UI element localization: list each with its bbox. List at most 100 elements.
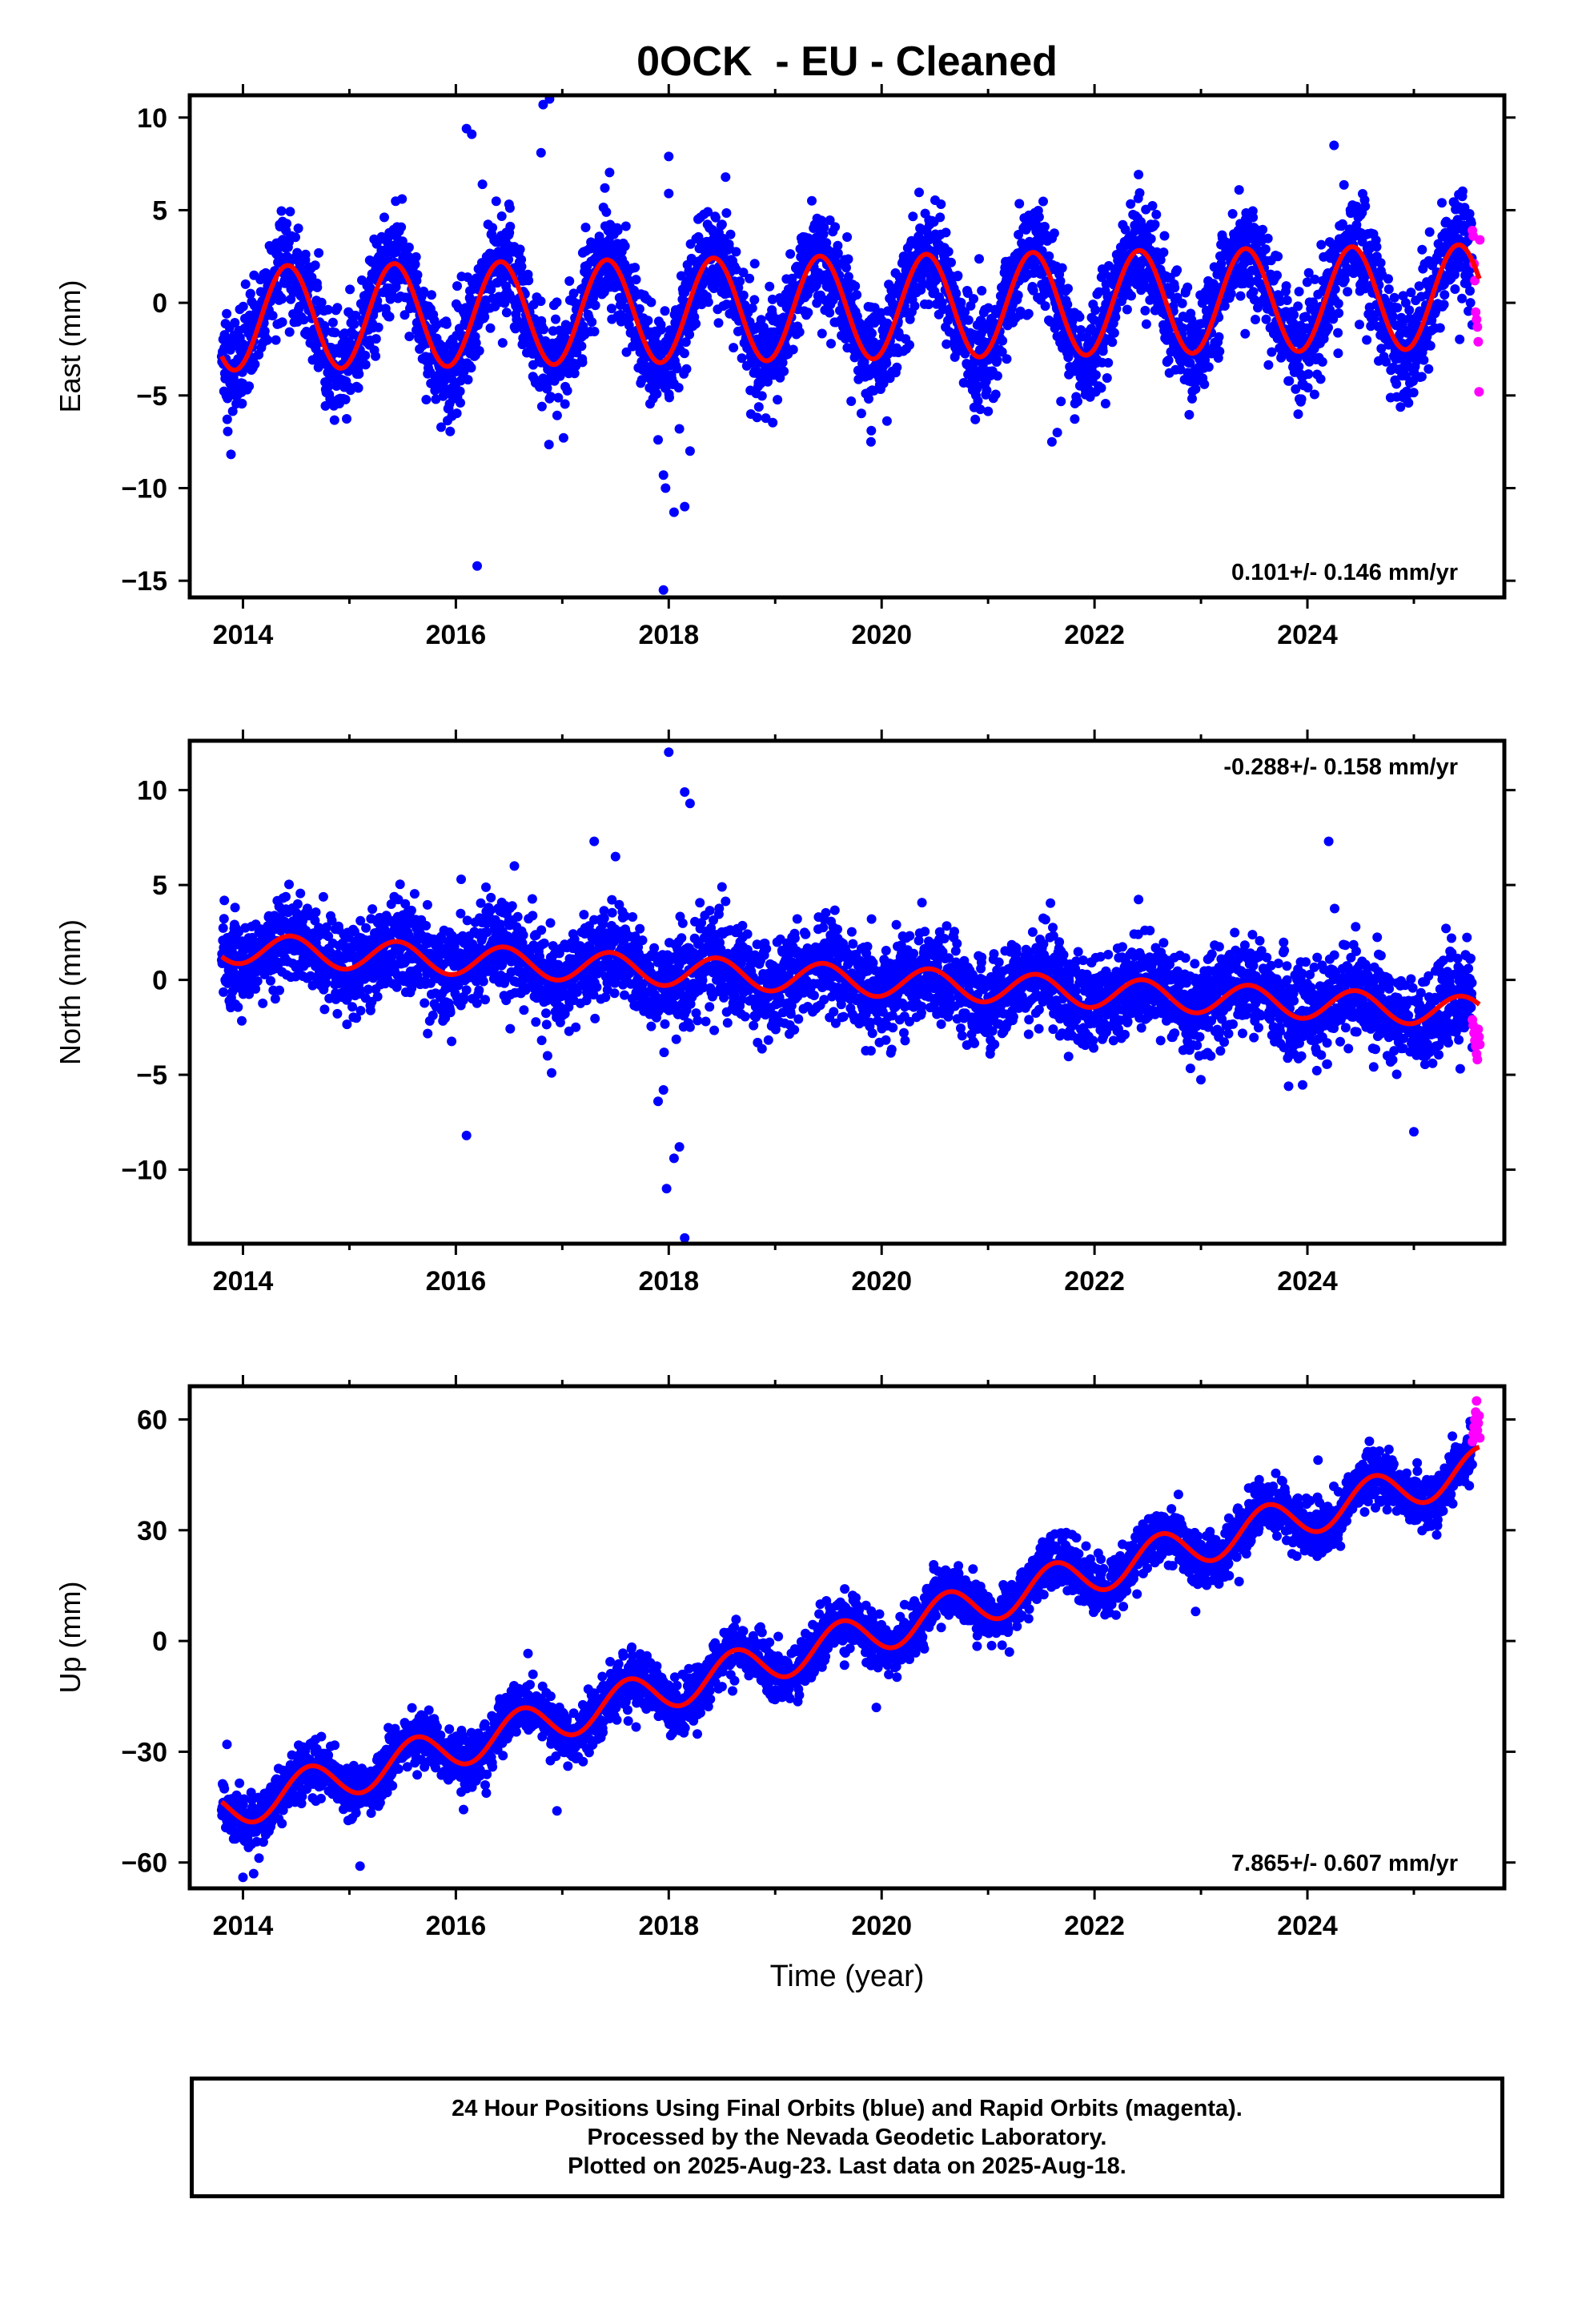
data-point	[843, 254, 853, 264]
data-point	[1323, 323, 1333, 333]
data-point	[973, 396, 983, 406]
data-point	[1140, 305, 1150, 316]
data-point	[652, 388, 662, 399]
data-point	[353, 383, 363, 393]
data-point	[973, 380, 983, 391]
data-point	[1126, 291, 1136, 301]
data-point	[1273, 251, 1283, 262]
data-point	[1309, 389, 1319, 400]
data-point	[395, 879, 405, 890]
data-point	[779, 366, 789, 376]
data-point	[1419, 355, 1429, 365]
outlier-point	[1403, 398, 1414, 408]
data-point	[905, 314, 915, 324]
data-point	[1096, 383, 1106, 393]
velocity-annotation: 0.101+/- 0.146 mm/yr	[1231, 560, 1458, 585]
data-point	[226, 449, 236, 460]
data-point	[544, 440, 554, 450]
data-point	[936, 199, 946, 209]
rapid-point	[1473, 336, 1484, 347]
data-point	[924, 300, 934, 310]
data-point	[271, 335, 281, 345]
data-point	[1251, 315, 1260, 324]
data-point	[1293, 409, 1303, 420]
outlier-point	[658, 585, 669, 595]
data-point	[1049, 228, 1059, 239]
data-point	[423, 1028, 433, 1039]
outlier-point	[658, 470, 669, 480]
rapid-point	[1472, 322, 1483, 332]
data-point	[282, 251, 292, 262]
data-point	[504, 203, 515, 213]
data-point	[1263, 360, 1274, 370]
data-point	[1158, 247, 1169, 258]
data-point	[300, 249, 311, 259]
x-tick-label: 2020	[851, 620, 912, 650]
data-point	[285, 207, 295, 217]
y-tick-label: 10	[137, 103, 167, 134]
data-point	[1423, 364, 1434, 374]
data-point	[725, 229, 736, 239]
data-point	[1102, 373, 1112, 383]
data-point	[553, 392, 564, 403]
outlier-point	[685, 446, 695, 456]
data-point	[1334, 308, 1344, 318]
data-point	[406, 905, 416, 915]
data-point	[456, 908, 466, 919]
data-point	[1355, 320, 1364, 330]
outlier-point	[1329, 140, 1339, 151]
data-point	[938, 304, 949, 315]
data-point	[777, 357, 788, 368]
data-point	[1303, 369, 1314, 380]
data-point	[788, 344, 798, 355]
data-point	[240, 279, 251, 289]
data-point	[1406, 287, 1416, 298]
y-tick-label: −15	[121, 566, 167, 597]
data-point	[1435, 323, 1445, 333]
east-panel: 2014 2016 2018 2020 2022 20241050−5−10−15East…	[54, 84, 1516, 650]
x-tick-label: 2016	[426, 620, 487, 650]
data-point	[1147, 201, 1158, 211]
data-point	[852, 290, 862, 300]
data-point	[505, 221, 516, 231]
data-point	[1333, 299, 1343, 309]
data-point	[1293, 301, 1303, 312]
data-point	[588, 293, 598, 304]
data-point	[1457, 186, 1468, 196]
data-point	[223, 426, 233, 436]
data-point	[1090, 305, 1101, 316]
data-point	[1199, 379, 1210, 389]
data-point	[620, 241, 630, 251]
data-point	[717, 219, 727, 230]
data-point	[562, 385, 572, 396]
data-point	[878, 378, 889, 388]
data-point	[624, 320, 634, 331]
data-point	[258, 998, 268, 1008]
data-point	[411, 251, 421, 262]
data-point	[455, 386, 465, 396]
outlier-point	[1046, 436, 1057, 447]
data-point	[1457, 293, 1468, 304]
data-point	[819, 223, 829, 232]
data-point	[946, 257, 956, 267]
data-point	[1294, 287, 1304, 297]
outlier-point	[664, 188, 674, 199]
data-point	[542, 383, 552, 393]
data-point	[785, 249, 796, 259]
data-point	[665, 392, 674, 403]
data-point	[731, 247, 741, 257]
data-point	[990, 389, 1001, 400]
data-point	[941, 227, 951, 238]
data-point	[266, 975, 275, 986]
data-point	[1240, 328, 1251, 339]
data-point	[327, 317, 338, 328]
data-point	[1070, 414, 1080, 424]
data-point	[1038, 196, 1048, 207]
data-point	[576, 341, 587, 352]
data-point	[536, 296, 546, 307]
data-point	[997, 347, 1007, 357]
data-point	[749, 259, 760, 269]
data-point	[590, 300, 600, 311]
data-point	[421, 395, 432, 404]
